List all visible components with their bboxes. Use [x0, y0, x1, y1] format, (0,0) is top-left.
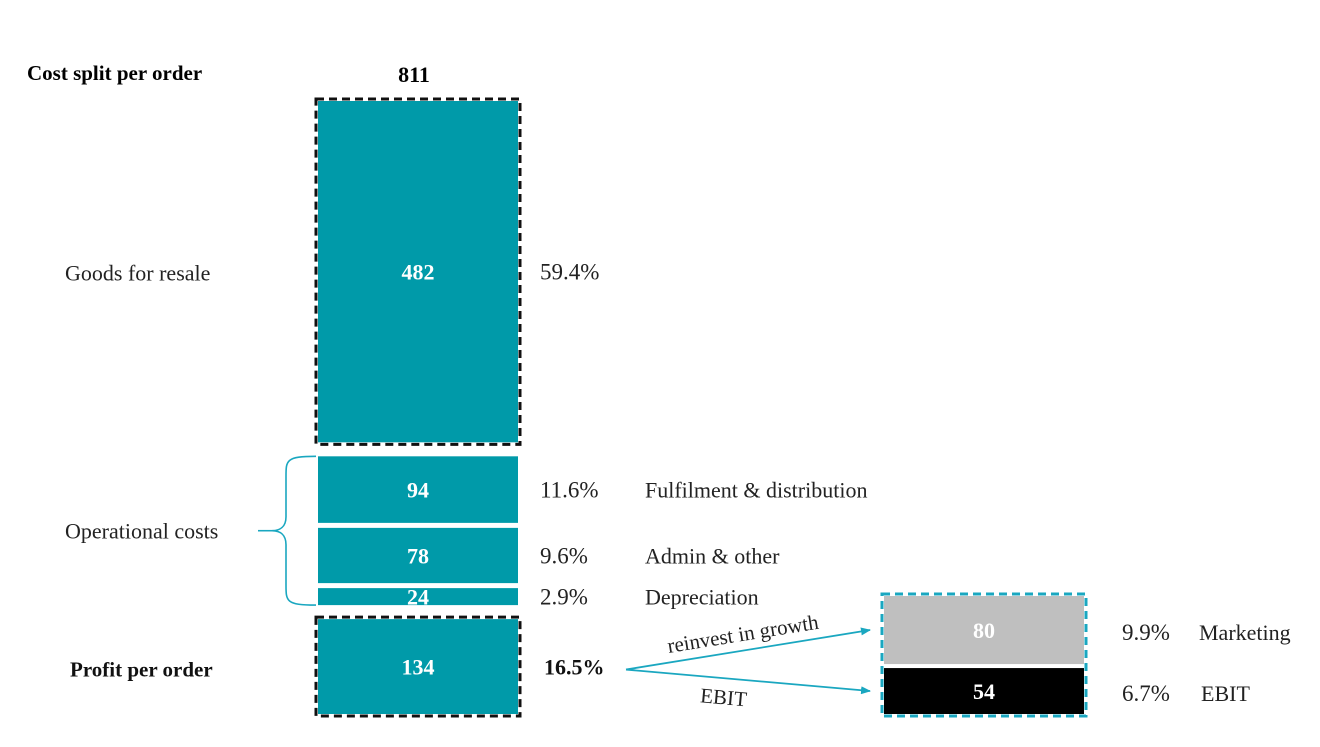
value-label-depreciation: 24 [407, 585, 429, 610]
bar-segment-fulfilment-and-distribution [318, 456, 518, 523]
operational-brace [271, 455, 317, 606]
value-label-admin-and-other: 78 [407, 543, 429, 568]
arrow-ebit [625, 668, 871, 695]
pct-label-profit-per-order: 16.5% [544, 655, 605, 680]
split-segment-marketing [884, 596, 1084, 665]
bar-segment-depreciation [318, 588, 518, 606]
category-label-admin-and-other: Admin & other [645, 543, 780, 568]
goods-bar-outline [314, 97, 522, 446]
pct-label-depreciation: 2.9% [540, 585, 588, 610]
total-label: 811 [398, 62, 430, 87]
category-label-fulfilment-and-distribution: Fulfilment & distribution [645, 478, 867, 503]
pct-label-admin-and-other: 9.6% [540, 543, 588, 568]
value-label-fulfilment-and-distribution: 94 [407, 478, 429, 503]
arrow-label-ebit: EBIT [699, 683, 748, 711]
split-label-ebit: EBIT [1201, 681, 1250, 706]
split-pct-marketing: 9.9% [1122, 620, 1170, 645]
pct-label-goods-for-resale: 59.4% [540, 260, 599, 285]
bar-segment-admin-and-other [318, 527, 518, 584]
group-label-profit: Profit per order [70, 658, 213, 682]
profit-bar-outline [314, 615, 522, 718]
pct-label-fulfilment-and-distribution: 11.6% [540, 478, 599, 503]
split-label-marketing: Marketing [1199, 620, 1291, 645]
chart-title: Cost split per order [27, 61, 202, 85]
group-label-goods: Goods for resale [65, 261, 210, 286]
bar-segment-profit-per-order [318, 619, 518, 714]
split-segment-ebit [884, 668, 1084, 714]
split-value-ebit: 54 [973, 679, 995, 704]
group-label-operational: Operational costs [65, 519, 218, 544]
arrow-marketing [625, 627, 871, 671]
bar-segment-goods-for-resale [318, 101, 518, 443]
profit-split-outline [880, 592, 1088, 718]
category-label-depreciation: Depreciation [645, 585, 759, 610]
value-label-goods-for-resale: 482 [402, 260, 435, 285]
split-pct-ebit: 6.7% [1122, 681, 1170, 706]
value-label-profit-per-order: 134 [402, 655, 435, 680]
split-value-marketing: 80 [973, 618, 995, 643]
